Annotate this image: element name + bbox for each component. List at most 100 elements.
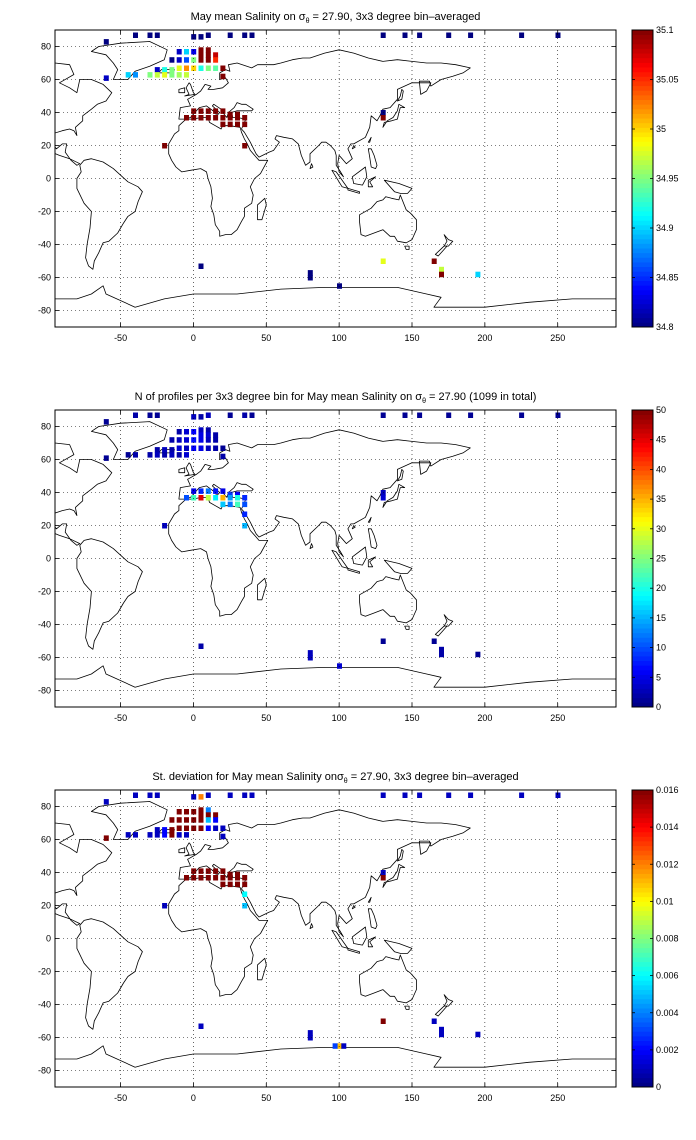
colorbar-segment: [632, 906, 653, 912]
coastline-13: [347, 948, 360, 954]
data-cell: [103, 39, 109, 45]
y-tick-label: 60: [41, 75, 51, 85]
y-tick-label: -20: [38, 207, 51, 217]
y-tick-label: 20: [41, 141, 51, 151]
colorbar-tick-label: 35.05: [656, 75, 679, 85]
y-tick-label: -60: [38, 653, 51, 663]
coastline-23: [397, 849, 404, 862]
colorbar-segment: [632, 553, 653, 559]
coastline-21: [351, 905, 356, 910]
data-cell: [184, 809, 189, 815]
data-cell: [154, 447, 160, 453]
y-tick-label: 0: [46, 934, 51, 944]
data-cell: [191, 437, 197, 443]
colorbar-segment: [632, 873, 653, 879]
coastline-0: [55, 442, 113, 546]
colorbar-segment: [632, 308, 653, 314]
map-area: [55, 412, 616, 707]
coastline-16: [367, 176, 376, 188]
colorbar-segment: [632, 447, 653, 453]
colorbar-segment: [632, 178, 653, 184]
data-cell: [154, 792, 160, 798]
y-tick-label: -60: [38, 1033, 51, 1043]
data-cell: [184, 429, 189, 435]
colorbar-tick-label: 0.014: [656, 822, 679, 832]
colorbar-segment: [632, 322, 653, 328]
colorbar-segment: [632, 693, 653, 699]
colorbar-segment: [632, 1063, 653, 1069]
colorbar-tick-label: 10: [656, 643, 666, 653]
data-cell: [220, 65, 226, 71]
data-cell: [176, 832, 182, 838]
colorbar-segment: [632, 136, 653, 142]
colorbar-segment: [632, 943, 653, 949]
data-cell: [191, 875, 197, 881]
coastline-17: [367, 148, 378, 169]
data-cell: [439, 271, 444, 278]
colorbar-segment: [632, 1077, 653, 1083]
colorbar-segment: [632, 280, 653, 286]
data-cell: [235, 111, 240, 118]
colorbar-tick-label: 0.006: [656, 971, 679, 981]
data-cell: [220, 121, 226, 128]
data-cell: [235, 121, 240, 128]
y-tick-label: 80: [41, 802, 51, 812]
data-cell: [184, 825, 189, 831]
data-cell: [176, 452, 182, 458]
data-cell: [162, 903, 168, 909]
y-tick-label: -40: [38, 1000, 51, 1010]
colorbar-segment: [632, 808, 653, 814]
data-cell: [446, 792, 452, 798]
colorbar-segment: [632, 646, 653, 652]
data-cell: [220, 108, 226, 114]
colorbar-segment: [632, 248, 653, 254]
colorbar-segment: [632, 1054, 653, 1060]
data-cell: [402, 32, 408, 38]
colorbar-tick-label: 35.1: [656, 25, 674, 35]
data-cell: [213, 108, 219, 114]
y-tick-label: 60: [41, 455, 51, 465]
data-cell: [213, 825, 219, 831]
data-cell: [133, 72, 138, 78]
data-cell: [147, 792, 153, 798]
colorbar-segment: [632, 62, 653, 68]
data-cell: [198, 57, 204, 63]
colorbar-segment: [632, 474, 653, 481]
y-tick-label: 80: [41, 422, 51, 432]
colorbar-segment: [632, 651, 653, 657]
data-cell: [169, 817, 175, 823]
data-cell: [380, 32, 386, 38]
data-cell: [337, 283, 342, 289]
colorbar-segment: [632, 544, 653, 550]
colorbar-segment: [632, 530, 653, 536]
coastline-24: [55, 1045, 616, 1087]
coastline-8: [382, 483, 406, 508]
colorbar-segment: [632, 794, 653, 800]
data-cell: [380, 412, 386, 418]
colorbar-segment: [632, 590, 653, 597]
y-tick-label: 80: [41, 42, 51, 52]
colorbar-segment: [632, 841, 653, 847]
data-cell: [439, 651, 444, 658]
coastline-0: [55, 62, 113, 166]
colorbar-segment: [632, 688, 653, 694]
y-tick-label: -20: [38, 587, 51, 597]
colorbar-segment: [632, 39, 653, 45]
coastline-21: [351, 145, 356, 150]
data-cell: [235, 491, 240, 498]
data-cell: [176, 72, 182, 78]
colorbar-tick-label: 34.95: [656, 174, 679, 184]
colorbar-tick-label: 50: [656, 405, 666, 415]
data-cell: [205, 875, 211, 881]
colorbar-segment: [632, 901, 653, 907]
colorbar-segment: [632, 99, 653, 105]
data-cell: [307, 270, 313, 276]
colorbar-segment: [632, 266, 653, 272]
colorbar-segment: [632, 910, 653, 916]
data-cell: [307, 275, 313, 281]
data-cell: [184, 817, 189, 823]
colorbar-segment: [632, 1017, 653, 1023]
data-cell: [154, 832, 160, 838]
data-cell: [198, 65, 204, 71]
data-cell: [242, 903, 248, 909]
